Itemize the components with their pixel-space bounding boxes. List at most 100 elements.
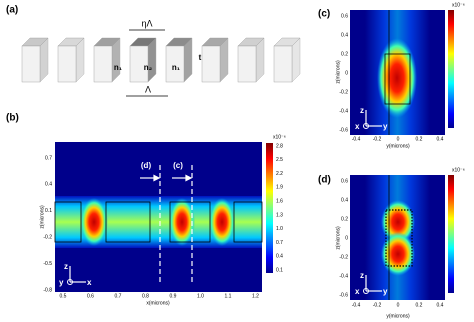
x-tick-label: -0.4 bbox=[352, 136, 361, 142]
y-tick-label: -0.4 bbox=[339, 273, 348, 279]
fill-label: ηΛ bbox=[141, 18, 152, 28]
colorbar bbox=[448, 175, 454, 293]
y-tick-label: 0.1 bbox=[45, 208, 52, 214]
index-label: n₁ bbox=[172, 63, 181, 72]
y-tick-label: 0.6 bbox=[341, 178, 348, 184]
colorbar-tick-label: 0.1 bbox=[276, 268, 283, 274]
field-core bbox=[209, 198, 235, 246]
axis-name: x bbox=[355, 122, 360, 131]
y-tick-label: -0.6 bbox=[339, 127, 348, 133]
x-tick-label: 0.8 bbox=[142, 293, 149, 299]
y-tick-label: 0 bbox=[345, 70, 348, 76]
panel-label: (d) bbox=[318, 175, 331, 186]
axis-name: y bbox=[383, 122, 388, 131]
y-tick-label: 0 bbox=[345, 235, 348, 241]
colorbar-exponent: x10⁻⁶ bbox=[452, 2, 465, 8]
axis-name: y bbox=[59, 278, 64, 287]
block-side bbox=[39, 37, 49, 83]
axis-name: z bbox=[360, 271, 364, 280]
cut-label: (c) bbox=[173, 161, 183, 170]
panel-label: (c) bbox=[318, 9, 330, 20]
colorbar-tick-label: 2.8 bbox=[276, 143, 283, 149]
x-tick-label: 0.9 bbox=[170, 293, 177, 299]
colorbar-tick-label: 1.9 bbox=[276, 185, 283, 191]
y-tick-label: 0.2 bbox=[341, 216, 348, 222]
axis-name: z bbox=[64, 262, 68, 271]
outline bbox=[384, 53, 411, 105]
block-front bbox=[93, 45, 113, 83]
y-label: z(microns) bbox=[39, 205, 45, 229]
colorbar-tick-label: 1.6 bbox=[276, 199, 283, 205]
block-side bbox=[219, 37, 229, 83]
y-tick-label: -0.2 bbox=[339, 89, 348, 95]
y-tick-label: -0.5 bbox=[43, 261, 52, 267]
axis-name: z bbox=[360, 106, 364, 115]
block-side bbox=[75, 37, 85, 83]
axis-dot bbox=[363, 123, 369, 129]
axis-dot bbox=[67, 279, 73, 285]
block-front bbox=[273, 45, 293, 83]
colorbar-exponent: x10⁻⁶ bbox=[273, 134, 286, 140]
y-tick-label: -0.2 bbox=[339, 254, 348, 260]
axis-name: x bbox=[87, 278, 92, 287]
colorbar-tick-label: 0.4 bbox=[276, 254, 283, 260]
thickness-label: t bbox=[199, 53, 202, 62]
colorbar-tick-label: 1.3 bbox=[276, 212, 283, 218]
y-tick-label: 0.7 bbox=[45, 155, 52, 161]
outline bbox=[385, 209, 413, 267]
x-tick-label: 0.5 bbox=[60, 293, 67, 299]
y-tick-label: -0.8 bbox=[43, 287, 52, 293]
axis-name: y bbox=[383, 287, 388, 296]
field-core bbox=[381, 232, 415, 276]
x-tick-label: 0 bbox=[397, 302, 400, 308]
y-tick-label: -0.6 bbox=[339, 292, 348, 298]
colorbar-tick-label: 2.2 bbox=[276, 171, 283, 177]
block-side bbox=[111, 37, 121, 83]
x-tick-label: 0.2 bbox=[416, 302, 423, 308]
x-tick-label: 0.2 bbox=[416, 136, 423, 142]
y-tick-label: 0.6 bbox=[341, 13, 348, 19]
cut-label: (d) bbox=[141, 161, 152, 170]
x-label: y(microns) bbox=[386, 313, 410, 319]
block-front bbox=[237, 45, 257, 83]
x-tick-label: -0.2 bbox=[373, 136, 382, 142]
block-front bbox=[129, 45, 149, 83]
x-tick-label: 0.4 bbox=[437, 136, 444, 142]
block-front bbox=[21, 45, 41, 83]
field-core bbox=[80, 198, 108, 246]
x-tick-label: 0 bbox=[397, 136, 400, 142]
y-label: z(microns) bbox=[335, 226, 341, 250]
x-tick-label: 0.7 bbox=[115, 293, 122, 299]
y-tick-label: -0.4 bbox=[339, 108, 348, 114]
axis-name: x bbox=[355, 287, 360, 296]
y-tick-label: 0.4 bbox=[341, 197, 348, 203]
x-tick-label: 0.6 bbox=[87, 293, 94, 299]
panel-label: (b) bbox=[6, 113, 19, 124]
x-tick-label: -0.2 bbox=[373, 302, 382, 308]
field-core bbox=[381, 200, 415, 244]
x-tick-label: -0.4 bbox=[352, 302, 361, 308]
block-front bbox=[57, 45, 77, 83]
x-tick-label: 1.2 bbox=[252, 293, 259, 299]
block-side bbox=[291, 37, 301, 83]
colorbar bbox=[266, 143, 273, 273]
block-front bbox=[201, 45, 221, 83]
x-label: x(microns) bbox=[146, 300, 170, 306]
x-tick-label: 0.4 bbox=[437, 302, 444, 308]
field-core bbox=[169, 198, 195, 246]
y-tick-label: 0.2 bbox=[341, 51, 348, 57]
x-label: y(microns) bbox=[386, 143, 410, 149]
cut-line bbox=[140, 165, 193, 282]
colorbar-tick-label: 1.0 bbox=[276, 226, 283, 232]
block-side bbox=[255, 37, 265, 83]
panel-label: (a) bbox=[6, 5, 18, 16]
y-tick-label: -0.2 bbox=[43, 235, 52, 241]
period-label: Λ bbox=[145, 84, 151, 94]
x-tick-label: 1.0 bbox=[197, 293, 204, 299]
block-front bbox=[165, 45, 185, 83]
axis-dot bbox=[363, 288, 369, 294]
colorbar bbox=[448, 10, 454, 128]
x-tick-label: 1.1 bbox=[225, 293, 232, 299]
y-tick-label: 0.4 bbox=[341, 32, 348, 38]
